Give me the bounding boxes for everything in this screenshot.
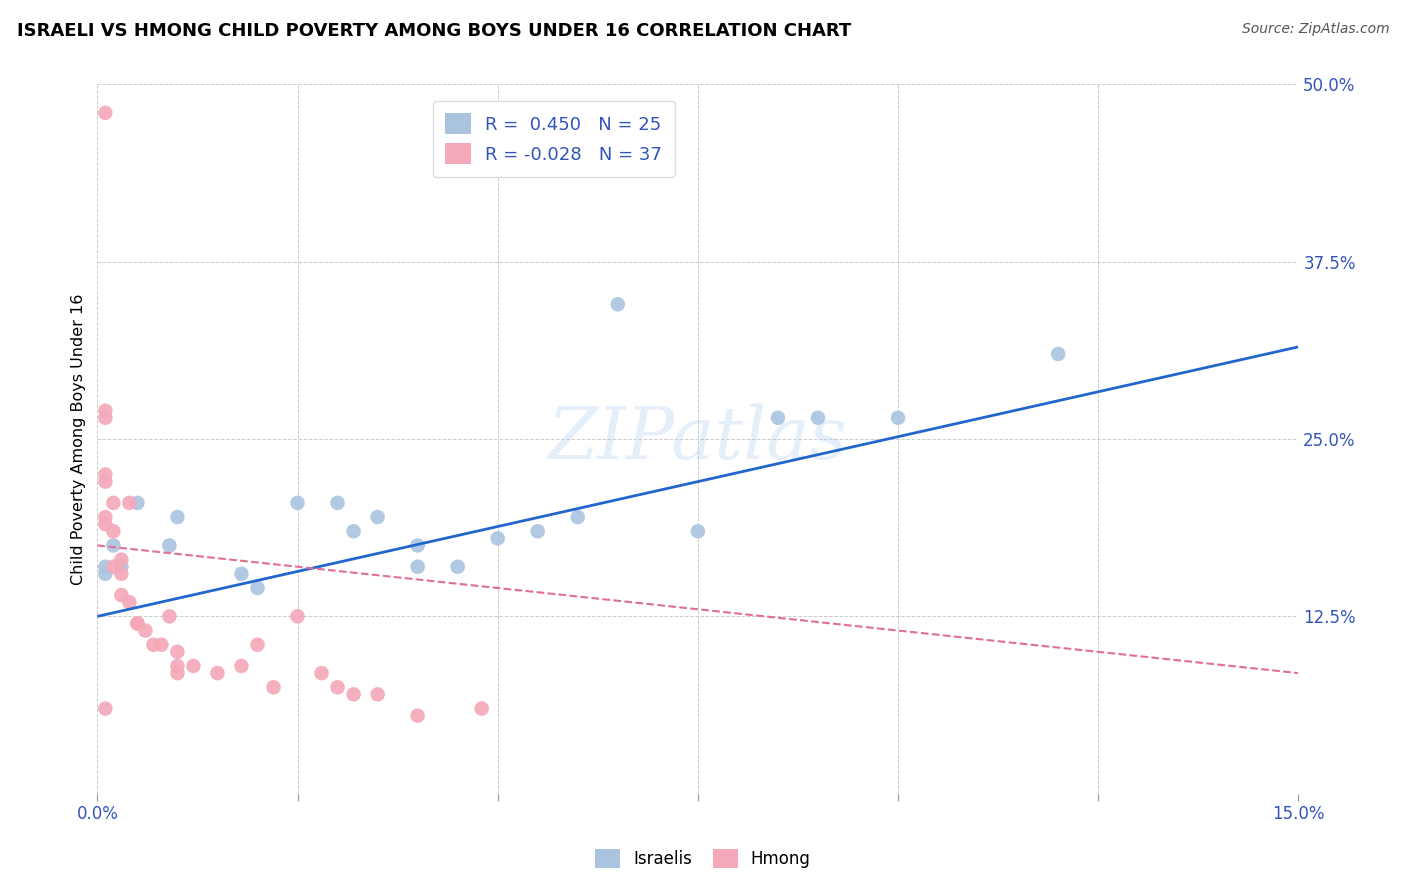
Point [287, 496, 309, 510]
Point [207, 666, 229, 681]
Point [166, 666, 188, 681]
Point [406, 708, 429, 723]
Point [127, 616, 149, 631]
Point [342, 687, 364, 701]
Point [766, 410, 789, 425]
Point [326, 681, 349, 695]
Point [94, 467, 117, 482]
Point [110, 552, 132, 566]
Point [1047, 347, 1070, 361]
Legend: R =  0.450   N = 25, R = -0.028   N = 37: R = 0.450 N = 25, R = -0.028 N = 37 [433, 101, 675, 177]
Text: ISRAELI VS HMONG CHILD POVERTY AMONG BOYS UNDER 16 CORRELATION CHART: ISRAELI VS HMONG CHILD POVERTY AMONG BOY… [17, 22, 851, 40]
Point [94, 403, 117, 417]
Point [486, 532, 509, 546]
Point [231, 659, 253, 673]
Point [231, 566, 253, 581]
Point [94, 475, 117, 489]
Point [246, 581, 269, 595]
Point [367, 510, 389, 524]
Point [526, 524, 548, 539]
Point [166, 645, 188, 659]
Point [103, 524, 125, 539]
Point [157, 538, 180, 552]
Point [110, 559, 132, 574]
Legend: Israelis, Hmong: Israelis, Hmong [589, 842, 817, 875]
Point [367, 687, 389, 701]
Point [103, 496, 125, 510]
Point [118, 496, 141, 510]
Point [606, 297, 628, 311]
Point [103, 538, 125, 552]
Point [406, 559, 429, 574]
Point [887, 410, 910, 425]
Point [103, 559, 125, 574]
Point [94, 559, 117, 574]
Point [447, 559, 470, 574]
Point [166, 659, 188, 673]
Point [342, 524, 364, 539]
Point [287, 609, 309, 624]
Point [157, 609, 180, 624]
Point [94, 510, 117, 524]
Point [150, 638, 173, 652]
Point [94, 566, 117, 581]
Point [134, 624, 156, 638]
Point [94, 105, 117, 120]
Point [127, 616, 149, 631]
Point [311, 666, 333, 681]
Point [686, 524, 709, 539]
Point [94, 517, 117, 532]
Point [326, 496, 349, 510]
Point [142, 638, 165, 652]
Point [183, 659, 205, 673]
Point [263, 681, 285, 695]
Point [166, 510, 188, 524]
Text: ZIPatlas: ZIPatlas [548, 404, 848, 475]
Point [567, 510, 589, 524]
Text: Source: ZipAtlas.com: Source: ZipAtlas.com [1241, 22, 1389, 37]
Y-axis label: Child Poverty Among Boys Under 16: Child Poverty Among Boys Under 16 [72, 293, 86, 585]
Point [110, 588, 132, 602]
Point [127, 496, 149, 510]
Point [110, 566, 132, 581]
Point [246, 638, 269, 652]
Point [471, 701, 494, 715]
Point [406, 538, 429, 552]
Point [94, 410, 117, 425]
Point [118, 595, 141, 609]
Point [94, 701, 117, 715]
Point [807, 410, 830, 425]
